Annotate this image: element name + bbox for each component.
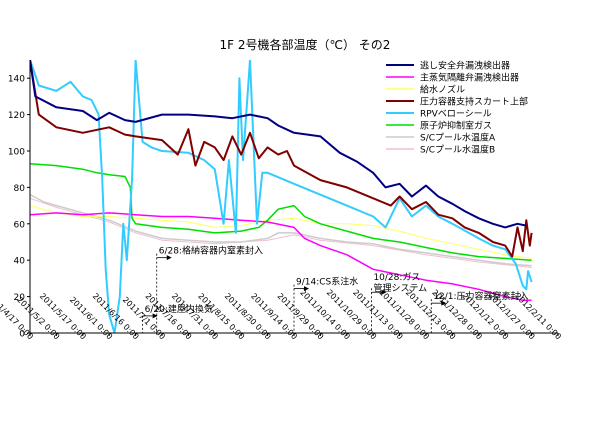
y-tick-label: 40 — [14, 257, 26, 267]
annotation-label: 6/28:格納容器内窒素封入 — [159, 245, 263, 257]
annotation-arrowhead — [441, 300, 447, 306]
legend-label: RPVベローシール — [420, 110, 492, 120]
y-tick-label: 80 — [14, 184, 26, 194]
legend-label: S/Cプール水温度B — [420, 144, 495, 156]
x-tick-label: 2011/8/30 0:00 — [223, 292, 273, 342]
annotations: 6/28:格納容器内窒素封入 6/20:建屋内換気 9/14:CS系注水 10/28:… — [142, 245, 529, 333]
annotation-arrowhead — [166, 255, 172, 261]
series-line-5 — [30, 60, 533, 333]
legend-item-7: S/Cプール水温度A — [386, 132, 496, 144]
series-line-3 — [30, 205, 532, 259]
y-tick-label: 140 — [8, 75, 25, 85]
annotation-2: 6/20:建屋内換気 — [142, 303, 213, 333]
series-line-6 — [30, 162, 532, 261]
legend-label: S/Cプール水温度A — [420, 132, 496, 144]
y-tick-label: 100 — [8, 148, 25, 158]
legend-label: 給水ノズル — [420, 84, 465, 96]
x-tick-label: 2011/8/15 0:00 — [196, 292, 246, 342]
annotation-5: 12/1:圧力容器窒素封入 — [430, 290, 529, 333]
series-line-2 — [30, 212, 532, 301]
x-tick-label: 2011/6/16 0:00 — [91, 292, 141, 342]
legend-label: 原子炉抑制室ガス — [420, 120, 492, 132]
chart-title: 1F 2号機各部温度（℃） その2 — [220, 37, 391, 52]
y-tick-label: 120 — [8, 111, 25, 121]
annotation-label: 12/1:圧力容器窒素封入 — [433, 290, 528, 302]
annotation-label: 管理システム — [373, 282, 427, 294]
legend-item-1: 逃し安全弁漏洩検出器 — [386, 60, 510, 72]
legend-label: 主蒸気隔離弁漏洩検出器 — [420, 72, 519, 84]
annotation-arrowhead — [304, 286, 309, 292]
legend-item-6: 原子炉抑制室ガス — [386, 120, 492, 132]
annotation-label: 6/20:建屋内換気 — [145, 303, 213, 315]
legend-item-5: RPVベローシール — [386, 110, 492, 120]
y-tick-label: 60 — [14, 220, 26, 230]
x-tick-label: 2011/7/16 0:00 — [143, 292, 193, 342]
annotation-1: 6/28:格納容器内窒素封入 — [156, 245, 263, 333]
y-tick-label: 0 — [19, 330, 25, 340]
x-tick-label: 2011/9/29 0:00 — [275, 292, 325, 342]
legend-item-8: S/Cプール水温度B — [386, 144, 495, 156]
annotation-arrowhead — [381, 289, 387, 295]
x-tick-label: 2011/7/31 0:00 — [170, 292, 220, 342]
legend-box — [384, 57, 544, 159]
x-tick-label: 2011/9/14 0:00 — [249, 292, 299, 342]
annotation-label: 9/14:CS系注水 — [296, 276, 358, 288]
legend-label: 圧力容器支持スカート上部 — [420, 96, 528, 108]
x-tick-label: 2011/5/17 0:00 — [38, 292, 88, 342]
annotation-3: 9/14:CS系注水 — [293, 276, 358, 333]
legend-label: 逃し安全弁漏洩検出器 — [420, 60, 510, 72]
legend-item-2: 主蒸気隔離弁漏洩検出器 — [386, 72, 519, 84]
y-tick-label: 20 — [14, 293, 26, 303]
legend-item-4: 圧力容器支持スカート上部 — [386, 96, 528, 108]
plot-area — [30, 60, 533, 333]
series-line-4 — [30, 60, 533, 258]
annotation-arrowhead — [152, 313, 158, 319]
legend-item-3: 給水ノズル — [386, 84, 465, 96]
series-line-1 — [30, 60, 527, 229]
annotation-label: 10/28:ガス — [373, 272, 420, 283]
